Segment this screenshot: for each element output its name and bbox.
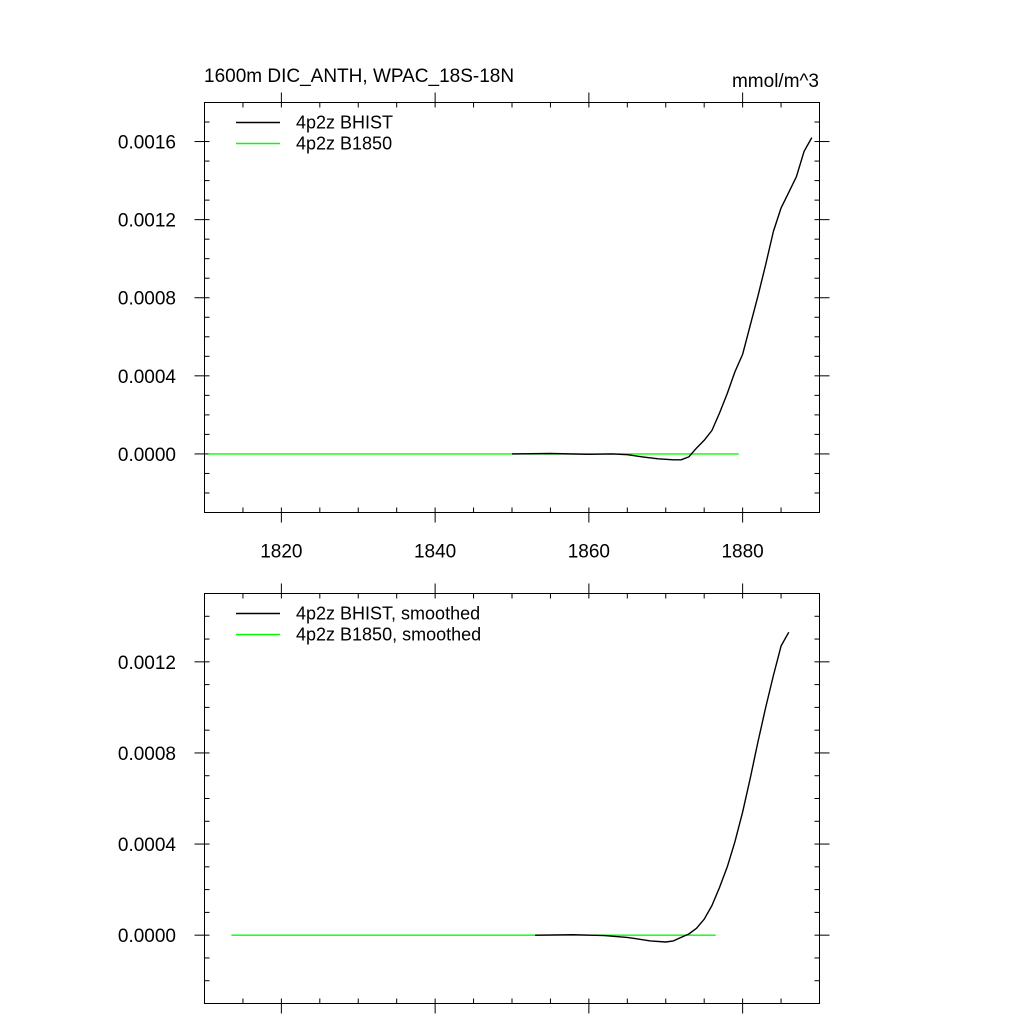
- axis-ticks: [194, 92, 830, 523]
- bottom-panel: 0.0000 0.0004 0.0008 0.0012 4p2z BHIST, smo…: [118, 583, 830, 1014]
- x-tick-label: 1860: [568, 542, 610, 563]
- tick-labels: 1820 1840 1860 1880 0.0000 0.0004 0.0008 0.0012…: [118, 133, 764, 563]
- y-tick-label: 0.0008: [118, 744, 176, 765]
- top-panel: 1600m DIC_ANTH, WPAC_18S-18N mmol/m^3 18…: [118, 66, 830, 563]
- legend-label: 4p2z BHIST: [296, 113, 393, 133]
- y-tick-label: 0.0000: [118, 445, 176, 466]
- chart-title: 1600m DIC_ANTH, WPAC_18S-18N: [204, 66, 514, 87]
- x-tick-label: 1880: [721, 542, 763, 563]
- legend-label: 4p2z B1850, smoothed: [296, 625, 481, 645]
- series-lines: [208, 137, 813, 461]
- y-tick-label: 0.0004: [118, 367, 177, 388]
- legend-label: 4p2z BHIST, smoothed: [296, 604, 480, 624]
- units-label: mmol/m^3: [732, 71, 819, 92]
- y-tick-label: 0.0012: [118, 211, 176, 232]
- y-tick-label: 0.0008: [118, 289, 176, 310]
- axis-ticks: [194, 583, 830, 1014]
- series-line-0: [535, 631, 790, 943]
- tick-labels: 0.0000 0.0004 0.0008 0.0012: [118, 653, 177, 947]
- series-lines: [231, 631, 790, 943]
- y-tick-label: 0.0016: [118, 133, 176, 154]
- y-tick-label: 0.0004: [118, 835, 177, 856]
- series-line-0: [511, 137, 813, 461]
- y-tick-label: 0.0000: [118, 926, 176, 947]
- legend-label: 4p2z B1850: [296, 134, 392, 154]
- y-tick-label: 0.0012: [118, 653, 176, 674]
- x-tick-label: 1820: [260, 542, 302, 563]
- x-tick-label: 1840: [414, 542, 456, 563]
